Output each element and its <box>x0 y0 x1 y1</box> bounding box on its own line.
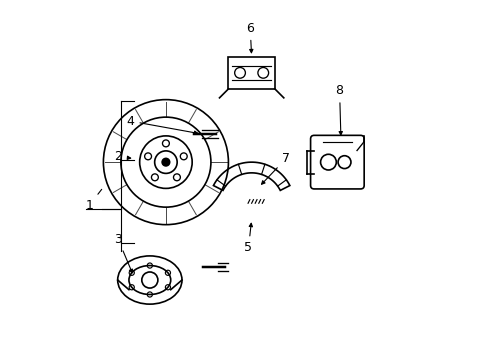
Text: 7: 7 <box>261 152 289 184</box>
Text: 5: 5 <box>244 223 252 255</box>
Text: 8: 8 <box>335 84 343 135</box>
Text: 6: 6 <box>246 22 254 53</box>
Text: 2: 2 <box>114 150 130 163</box>
Text: 1: 1 <box>85 189 102 212</box>
Text: 3: 3 <box>114 233 132 273</box>
Text: 4: 4 <box>126 114 197 134</box>
Circle shape <box>162 158 169 166</box>
